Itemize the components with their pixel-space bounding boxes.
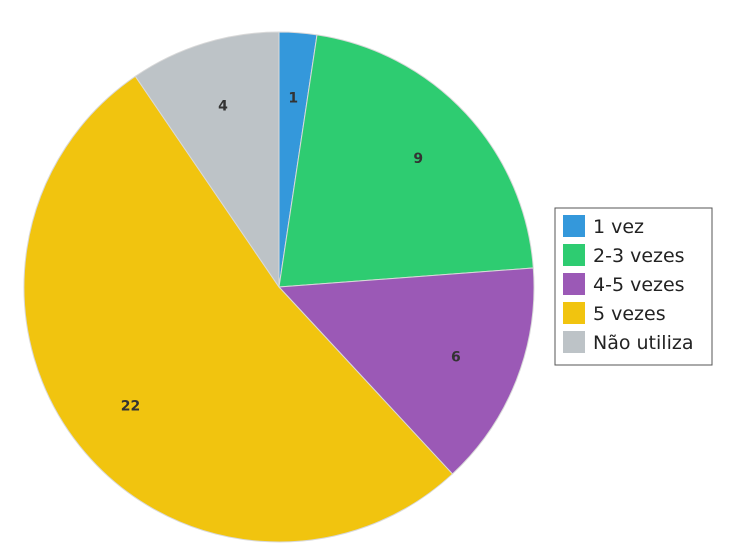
slice-label-5: 4 — [218, 98, 228, 114]
legend-items: 1 vez 2-3 vezes 4-5 vezes 5 vezes Não utiliz… — [563, 215, 693, 354]
legend-label-5: Não utiliza — [593, 332, 693, 354]
legend-label-2: 2-3 vezes — [593, 245, 685, 267]
legend-swatch-1 — [563, 215, 585, 237]
pie-slice-4[interactable] — [23, 75, 454, 543]
legend: 1 vez 2-3 vezes 4-5 vezes 5 vezes Não utiliz… — [554, 207, 713, 366]
legend-swatch-5 — [563, 331, 585, 353]
pie-slice-5[interactable] — [134, 31, 280, 289]
pie-slice-3[interactable] — [277, 267, 535, 475]
slice-label-3: 6 — [451, 349, 461, 365]
legend-label-4: 5 vezes — [593, 303, 666, 325]
legend-swatch-4 — [563, 302, 585, 324]
slice-label-1: 1 — [288, 91, 298, 107]
legend-label-1: 1 vez — [593, 216, 644, 238]
slice-labels: 1 9 6 22 4 — [121, 91, 461, 415]
legend-label-3: 4-5 vezes — [593, 274, 685, 296]
slice-label-2: 9 — [413, 151, 423, 167]
slice-label-4: 22 — [121, 399, 140, 415]
pie-slices — [23, 31, 535, 543]
legend-swatch-2 — [563, 244, 585, 266]
legend-swatch-3 — [563, 273, 585, 295]
pie-slice-2[interactable] — [278, 34, 534, 288]
